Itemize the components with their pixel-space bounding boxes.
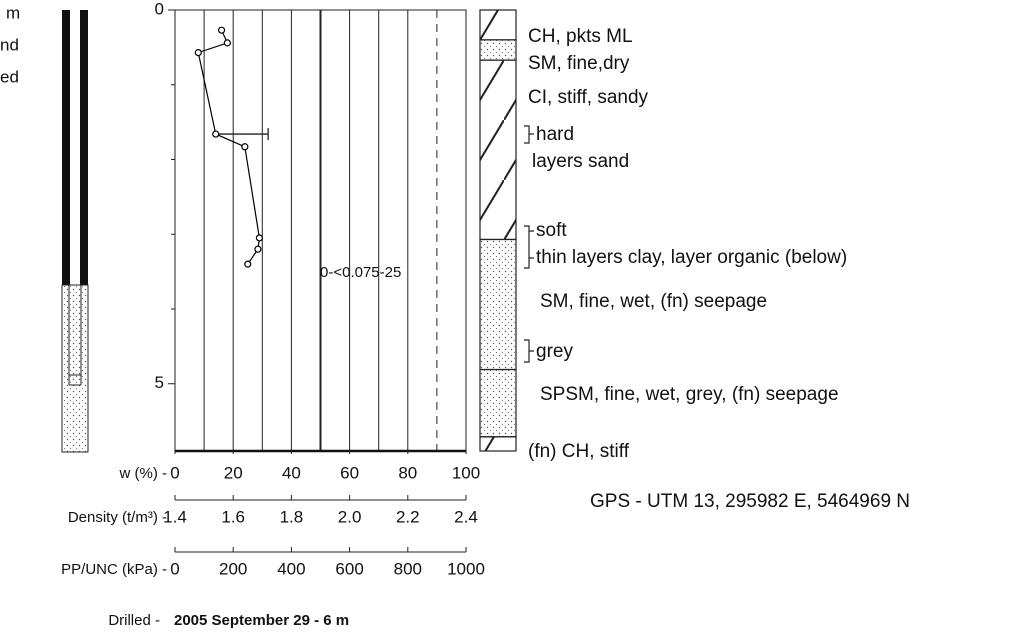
water-content-point: [255, 246, 261, 252]
axis-tick-label: 1.6: [221, 507, 245, 526]
cut-label: ed: [0, 67, 19, 86]
water-content-point: [224, 40, 230, 46]
description: (fn) CH, stiff: [528, 441, 630, 462]
water-content-point: [242, 144, 248, 150]
drilled-value: 2005 September 29 - 6 m: [174, 612, 349, 629]
water-content-point: [195, 50, 201, 56]
axis-tick-label: 0: [170, 559, 179, 578]
well-casing: [62, 10, 70, 285]
annotation: 0-<0.075-25: [320, 264, 401, 281]
borehole-log: m nd ed CH, pkts ML SM, fine,dry CI, sti…: [0, 0, 1032, 632]
soil-layer: [480, 60, 516, 239]
x-tick-label: 40: [282, 463, 301, 482]
x-tick-label: 20: [224, 463, 243, 482]
axis-tick-label: 200: [219, 559, 247, 578]
description: layers sand: [532, 151, 629, 172]
x-tick-label: 100: [452, 463, 480, 482]
description: hard: [536, 124, 574, 145]
description: CH, pkts ML: [528, 26, 633, 47]
axis-tick-label: 800: [394, 559, 422, 578]
x-tick-label: 60: [340, 463, 359, 482]
axis-label: Density (t/m³) -: [68, 509, 167, 526]
axis-tick-label: 2.2: [396, 507, 420, 526]
water-content-point: [245, 261, 251, 267]
cut-label: m: [6, 3, 20, 22]
axis-tick-label: 1.4: [163, 507, 187, 526]
axis-tick-label: 2.0: [338, 507, 362, 526]
description: SM, fine,dry: [528, 53, 630, 74]
x-axis-label: w (%) -: [119, 465, 168, 482]
soil-layer: [480, 370, 516, 437]
soil-layer: [480, 239, 516, 369]
description: CI, stiff, sandy: [528, 87, 649, 108]
x-tick-label: 0: [170, 463, 179, 482]
soil-layer: [480, 10, 516, 40]
cut-label: nd: [0, 35, 19, 54]
water-content-point: [213, 131, 219, 137]
axis-tick-label: 400: [277, 559, 305, 578]
y-tick-label: 5: [155, 373, 164, 392]
axis-tick-label: 2.4: [454, 507, 478, 526]
axis-label: PP/UNC (kPa) -: [61, 561, 167, 578]
water-content-point: [256, 235, 262, 241]
description: grey: [536, 341, 573, 362]
soil-layer: [480, 40, 516, 60]
description: thin layers clay, layer organic (below): [536, 247, 847, 268]
axis-tick-label: 1.8: [280, 507, 304, 526]
description: SM, fine, wet, (fn) seepage: [540, 291, 767, 312]
well-filter: [62, 285, 88, 452]
drilled-label: Drilled -: [108, 612, 160, 629]
gps: GPS - UTM 13, 295982 E, 5464969 N: [590, 491, 910, 512]
description: soft: [536, 220, 567, 241]
x-tick-label: 80: [398, 463, 417, 482]
water-content-point: [219, 27, 225, 33]
y-tick-label: 0: [155, 0, 164, 18]
well-casing: [80, 10, 88, 285]
axis-tick-label: 1000: [447, 559, 485, 578]
description: SPSM, fine, wet, grey, (fn) seepage: [540, 384, 839, 405]
axis-tick-label: 600: [335, 559, 363, 578]
soil-layer: [480, 437, 516, 451]
